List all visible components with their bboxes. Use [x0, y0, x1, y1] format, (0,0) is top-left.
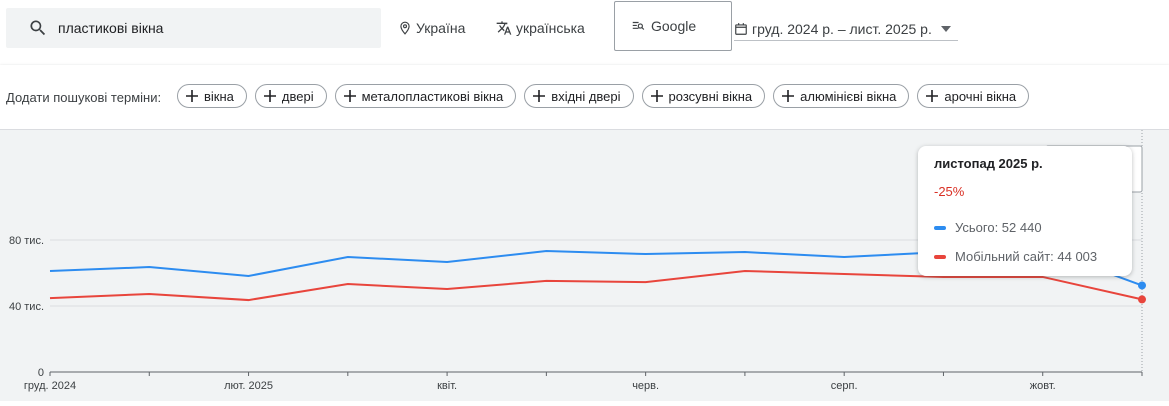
tooltip-swatch — [934, 254, 946, 259]
hover-point — [1138, 281, 1146, 290]
plus-icon — [263, 90, 276, 102]
location-text: Україна — [416, 20, 466, 36]
tooltip-row-text: Мобільний сайт: 44 003 — [955, 249, 1098, 264]
term-chip[interactable]: вхідні двері — [524, 84, 634, 108]
search-text: пластикові вікна — [58, 20, 164, 36]
tooltip-row-text: Усього: 52 440 — [955, 220, 1042, 235]
search-box[interactable]: пластикові вікна — [6, 8, 381, 48]
plus-icon — [782, 90, 795, 102]
date-range-text: груд. 2024 р. – лист. 2025 р. — [752, 21, 932, 37]
chip-text: алюмінієві вікна — [800, 88, 897, 104]
plus-icon — [533, 90, 546, 102]
series-line — [49, 270, 1143, 302]
x-tick-label: квіт. — [437, 380, 457, 392]
x-tick-label: серп. — [831, 380, 858, 392]
search-icon — [30, 20, 46, 36]
tooltip-title: листопад 2025 р. — [934, 156, 1043, 171]
chip-text: арочні вікна — [944, 88, 1017, 104]
network-icon — [632, 21, 645, 30]
network-text: Google — [651, 18, 697, 34]
chip-text: металопластикові вікна — [361, 88, 504, 104]
pin-icon — [400, 21, 410, 35]
plus-icon — [343, 90, 356, 102]
language[interactable]: українська — [496, 20, 585, 36]
y-tick-label: 0 — [38, 367, 44, 379]
term-chip[interactable]: арочні вікна — [917, 84, 1030, 108]
date-range[interactable]: груд. 2024 р. – лист. 2025 р. — [734, 18, 958, 41]
chip-list: вікна двері металопластикові вікна вхідні д… — [177, 84, 1030, 108]
translate-icon — [496, 21, 512, 35]
chip-text: двері — [281, 88, 314, 104]
plus-icon — [186, 90, 198, 102]
term-chip[interactable]: вікна — [177, 84, 247, 108]
term-chip[interactable]: металопластикові вікна — [334, 84, 517, 108]
term-chip[interactable]: розсувні вікна — [641, 84, 766, 108]
tooltip: листопад 2025 р. -25% Усього: 52 440 Мобі… — [918, 146, 1132, 276]
x-tick-label: черв. — [632, 380, 659, 392]
calendar-icon — [735, 23, 747, 35]
network-selector[interactable]: Google — [614, 1, 732, 51]
terms-label: Додати пошукові терміни: — [6, 90, 162, 105]
tooltip-change: -25% — [934, 184, 965, 199]
x-tick-label: груд. 2024 — [24, 380, 76, 392]
chip-text: вхідні двері — [551, 88, 621, 104]
x-tick-label: лют. 2025 — [224, 380, 273, 392]
tooltip-swatch — [934, 225, 946, 230]
tooltip-row: Усього: 52 440 — [934, 220, 1042, 235]
language-text: українська — [516, 20, 585, 36]
y-tick-label: 40 тис. — [9, 301, 44, 313]
chip-text: вікна — [204, 88, 234, 104]
x-tick-label: жовт. — [1030, 380, 1056, 392]
y-tick-label: 80 тис. — [9, 235, 44, 247]
dropdown-arrow — [941, 26, 951, 32]
term-chip[interactable]: двері — [254, 84, 327, 108]
hover-point — [1138, 295, 1146, 304]
location[interactable]: Україна — [398, 20, 465, 36]
plus-icon — [650, 90, 663, 102]
tooltip-row: Мобільний сайт: 44 003 — [934, 249, 1097, 264]
plus-icon — [926, 90, 939, 102]
term-chip[interactable]: алюмінієві вікна — [773, 84, 910, 108]
terms-bar: Додати пошукові терміни: вікна двері метал… — [0, 65, 1169, 130]
chip-text: розсувні вікна — [668, 88, 753, 104]
